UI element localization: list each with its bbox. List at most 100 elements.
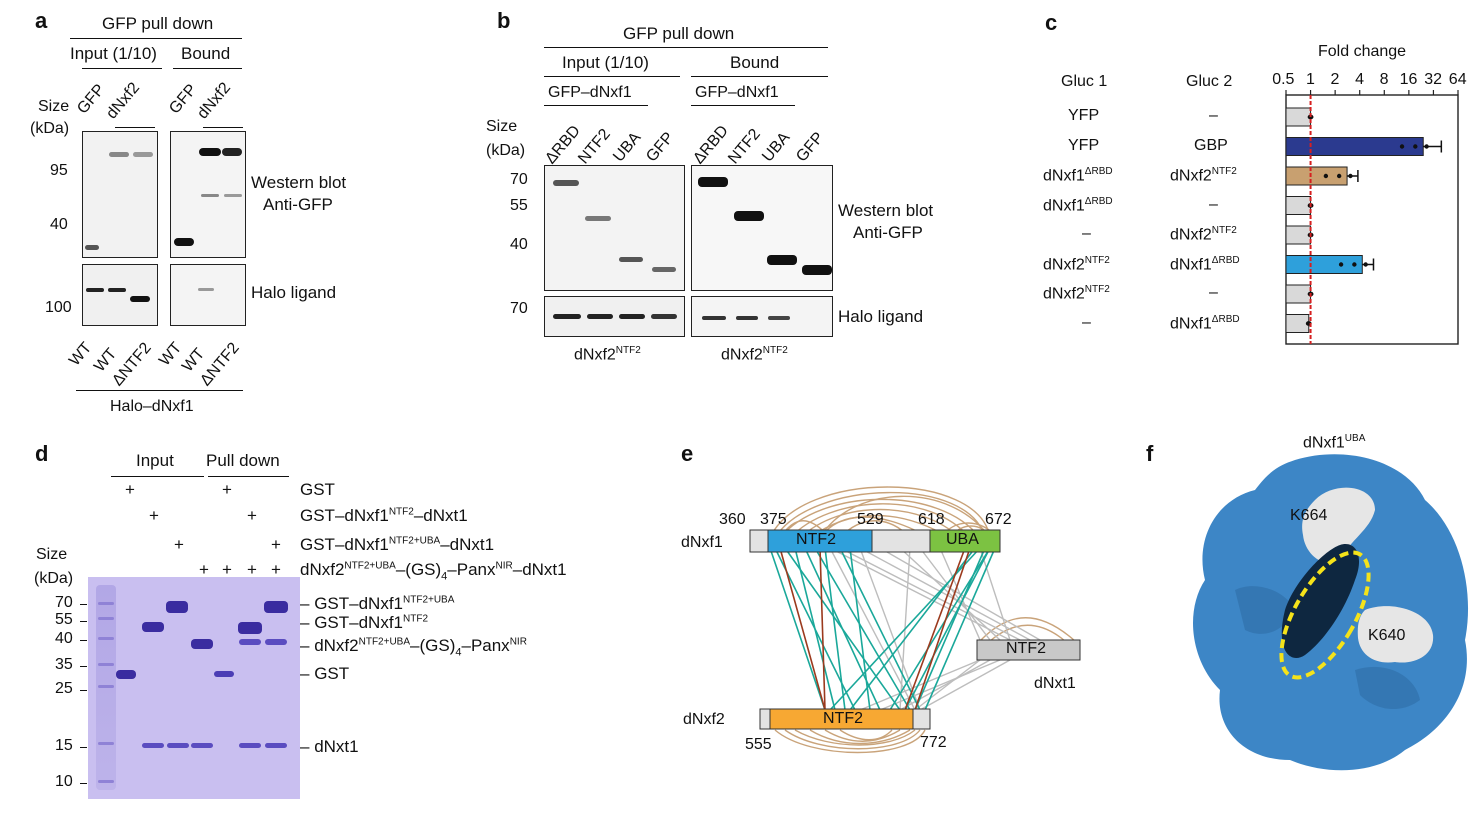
lane-label: GFP [793,129,828,166]
gluc2-construct-text: – [1209,284,1218,301]
pulldown-label: Pull down [206,451,280,470]
replicate-dot [1323,173,1329,179]
gluc2-construct-sup: ΔRBD [1211,254,1240,266]
marker-tick [80,604,87,605]
gluc2-construct: – [1209,107,1218,125]
marker-35: 35 [55,656,73,673]
gluc1-construct-text: – [1082,225,1091,242]
gluc2-construct: dNxf2NTF2 [1170,166,1237,185]
size-label: Size [486,118,518,135]
dnxt1-ntf2-domain-label: NTF2 [1006,640,1046,657]
header-rule [544,47,828,48]
fold-change-bar [1285,196,1312,215]
lane-label: ΔRBD [542,122,584,168]
gluc2-construct: dNxf1ΔRBD [1170,255,1240,274]
gluc1-construct: dNxf2NTF2 [1043,255,1110,274]
axis-tick-label: 1 [1305,71,1315,88]
halo-label: Halo ligand [251,283,337,302]
pulldown-header: GFP pull down [623,24,735,43]
gluc2-construct-text: – [1209,195,1218,213]
residue-618: 618 [918,511,945,528]
halo-label: Halo ligand [838,307,924,326]
input-label: Input (1/10) [562,53,649,72]
western-blot-bound [691,165,833,291]
lane-label: dNxf2 [103,79,144,123]
gluc2-construct: – [1209,196,1218,214]
residue-772: 772 [920,734,947,751]
k640-label: K640 [1368,627,1406,644]
gluc2-construct: dNxf1ΔRBD [1170,314,1240,333]
dnxf1-label: dNxf1 [681,534,723,551]
gluc1-construct: YFP [1068,137,1099,155]
marker-tick [80,747,87,748]
ntf2-domain-label: NTF2 [796,531,836,548]
size-label: Size [36,546,68,563]
bait-label-bound: GFP–dNxf1 [695,84,779,101]
panel-letter: f [1146,441,1154,466]
fold-change-bar [1285,255,1363,274]
gluc1-construct: – [1082,314,1091,332]
gluc1-construct-sup: NTF2 [1084,284,1110,295]
axis-tick-label: 16 [1399,71,1418,88]
dnxf1-uba-title: dNxf1UBA [1303,433,1366,452]
replicate-dot [1413,144,1418,149]
gluc1-construct-text: dNxf2 [1043,255,1085,273]
lane-label: GFP [643,129,678,166]
bound-rule [691,76,828,77]
lane-label: dNxf2 [194,79,235,123]
input-rule [82,68,162,69]
gluc1-construct-sup: ΔRBD [1084,166,1113,177]
wb-label-2: Anti-GFP [853,223,923,242]
input-label: Input (1/10) [70,44,157,63]
input-label: Input [136,451,174,470]
residue-375: 375 [760,511,787,528]
lane-label: UBA [759,129,794,166]
marker-95: 95 [50,162,68,179]
bound-rule [173,68,242,69]
panel-letter: d [35,441,49,466]
gluc2-construct-text: dNxf2 [1170,167,1212,185]
header-rule [70,38,242,39]
size-label: Size [38,98,70,115]
bottom-lane-label: ΔNTF2 [109,339,155,390]
fold-change-bar [1285,284,1312,304]
halo-blot-bound [691,296,833,337]
marker-70: 70 [55,594,73,611]
plot-frame [1285,94,1459,345]
construct-row-gst-nxf1-ntf2-uba: GST–dNxf1NTF2+UBA–dNxt1 [300,535,495,554]
wb-label-1: Western blot [251,173,347,192]
construct-row-gst-nxf1-ntf2: GST–dNxf1NTF2–dNxt1 [300,506,468,525]
kda-label: (kDa) [34,570,74,587]
dnxf2-ntf2-domain-label: NTF2 [823,710,863,727]
gluc2-construct-text: dNxf1 [1170,255,1212,273]
western-blot-bound [170,131,246,258]
bound-label: Bound [181,44,231,63]
band-label-dnxt1: – dNxt1 [300,737,359,756]
lane-label: ΔRBD [690,122,732,168]
gluc1-construct-text: dNxf2 [1043,285,1085,303]
replicate-dot [1338,262,1344,267]
band-label-dnxf2-panx: – dNxf2NTF2+UBA–(GS)4–PanxNIR [300,636,527,659]
marker-40: 40 [55,630,73,647]
fold-change-bar [1285,107,1312,127]
marker-70-halo: 70 [510,300,528,317]
lane-rule [115,127,155,128]
bait-label-input: GFP–dNxf1 [548,84,632,101]
band-label-gst: – GST [300,664,350,683]
uba-surface-structure [1193,454,1469,771]
gluc2-construct-text: GBP [1194,136,1228,154]
dnxf2-ntf2-label-input: dNxf2NTF2 [574,345,641,364]
axis-tick-label: 8 [1379,71,1389,88]
western-blot-input [82,131,158,258]
fold-change-label: Fold change [1318,43,1407,60]
gluc1-construct: dNxf2NTF2 [1043,284,1110,303]
marker-tick [80,666,87,667]
marker-15: 15 [55,737,73,754]
marker-40: 40 [510,236,528,253]
construct-row-dnxf2-panx: dNxf2NTF2+UBA–(GS)4–PanxNIR–dNxt1 [300,560,567,583]
gluc1-construct: YFP [1068,107,1099,125]
dnxf2-ntf2-label-bound: dNxf2NTF2 [721,345,788,364]
marker-55: 55 [510,197,528,214]
marker-tick [80,690,87,691]
gluc2-construct-sup: NTF2 [1211,225,1237,236]
